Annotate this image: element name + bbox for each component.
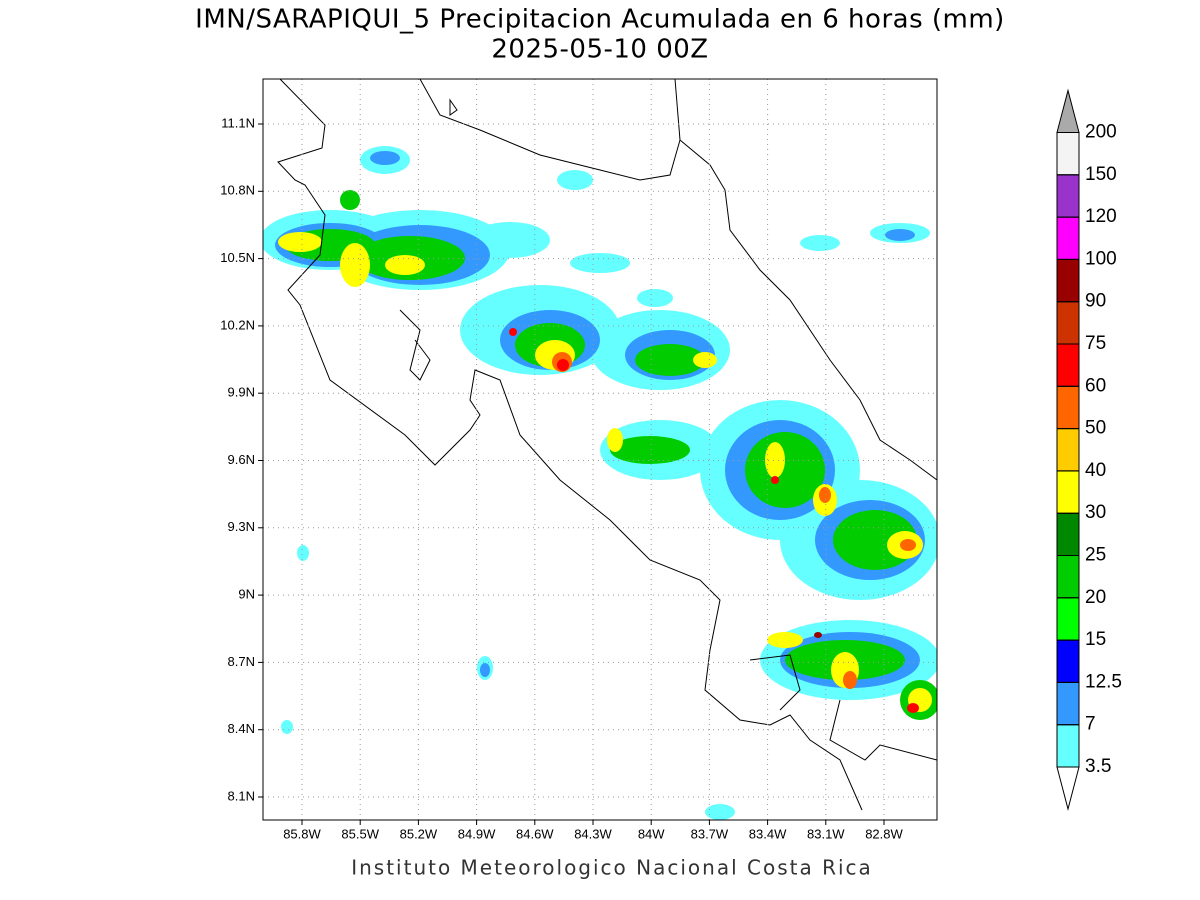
lon-tick-label: 82.8W — [865, 826, 903, 841]
lon-tick-label: 85.8W — [283, 826, 321, 841]
colorbar-segment — [1056, 681, 1080, 726]
colorbar-label: 120 — [1085, 206, 1117, 227]
colorbar-segment — [1056, 343, 1080, 387]
colorbar-label: 200 — [1085, 122, 1117, 143]
subtitle: 2025-05-10 00Z — [491, 35, 708, 65]
colorbar-label: 90 — [1085, 291, 1106, 312]
lat-tick-label: 9.6N — [228, 452, 255, 467]
lon-tick-label: 85.5W — [341, 826, 379, 841]
lat-tick-label: 9.3N — [228, 519, 255, 534]
colorbar-under — [1056, 766, 1080, 811]
lat-tick-label: 11.1N — [221, 115, 255, 130]
lon-tick-label: 85.2W — [400, 826, 438, 841]
colorbar-segment — [1056, 555, 1080, 599]
colorbar-segment — [1056, 597, 1080, 641]
colorbar-over — [1056, 88, 1080, 133]
colorbar-segment — [1056, 385, 1080, 430]
colorbar-label: 12.5 — [1085, 671, 1122, 692]
colorbar-segment — [1056, 258, 1080, 303]
lat-tick-label: 9.9N — [228, 385, 255, 400]
lon-tick-label: 84.9W — [458, 826, 496, 841]
footer: Instituto Meteorologico Nacional Costa R… — [351, 856, 873, 880]
colorbar-label: 15 — [1085, 629, 1106, 650]
lat-tick-label: 8.4N — [228, 721, 255, 736]
colorbar-label: 40 — [1085, 460, 1106, 481]
colorbar-label: 60 — [1085, 375, 1106, 396]
lon-tick-label: 83.4W — [749, 826, 787, 841]
colorbar-segment — [1056, 132, 1080, 176]
lon-tick-label: 83.1W — [807, 826, 845, 841]
colorbar-label: 3.5 — [1085, 756, 1111, 777]
lat-tick-label: 8.7N — [228, 654, 255, 669]
lat-tick-label: 9N — [238, 587, 255, 602]
colorbar-label: 30 — [1085, 502, 1106, 523]
colorbar-label: 50 — [1085, 418, 1106, 439]
colorbar-label: 25 — [1085, 545, 1106, 566]
colorbar-segment — [1056, 470, 1080, 514]
title: IMN/SARAPIQUI_5 Precipitacion Acumulada … — [195, 5, 1005, 35]
colorbar-segment — [1056, 301, 1080, 345]
colorbar-label: 150 — [1085, 164, 1117, 185]
lon-tick-label: 84W — [638, 826, 665, 841]
colorbar-segment — [1056, 512, 1080, 557]
map-area: 11.1N 10.8N 10.5N 10.2N 9.9N 9.6N 9.3N 9N 8.7N 8.… — [220, 78, 938, 841]
lat-tick-label: 10.2N — [220, 317, 255, 332]
lon-tick-label: 83.7W — [691, 826, 729, 841]
map-frame — [262, 78, 938, 821]
colorbar-segment — [1056, 639, 1080, 683]
colorbar-segment — [1056, 428, 1080, 472]
lon-tick-label: 84.6W — [516, 826, 554, 841]
colorbar-label: 75 — [1085, 333, 1106, 354]
lat-tick-label: 8.1N — [228, 788, 255, 803]
precipitation-field — [263, 79, 937, 820]
colorbar-segment — [1056, 724, 1080, 768]
lat-tick-label: 10.5N — [220, 250, 255, 265]
lon-tick-label: 84.3W — [574, 826, 612, 841]
colorbar-label: 7 — [1085, 714, 1096, 735]
colorbar-label: 100 — [1085, 248, 1117, 269]
colorbar-segment — [1056, 174, 1080, 218]
lat-tick-label: 10.8N — [220, 183, 255, 198]
colorbar-label: 20 — [1085, 587, 1106, 608]
colorbar: 3.5 7 12.5 15 20 25 30 40 50 60 75 90 100 120 150 200 — [1056, 88, 1122, 811]
colorbar-segment — [1056, 216, 1080, 260]
